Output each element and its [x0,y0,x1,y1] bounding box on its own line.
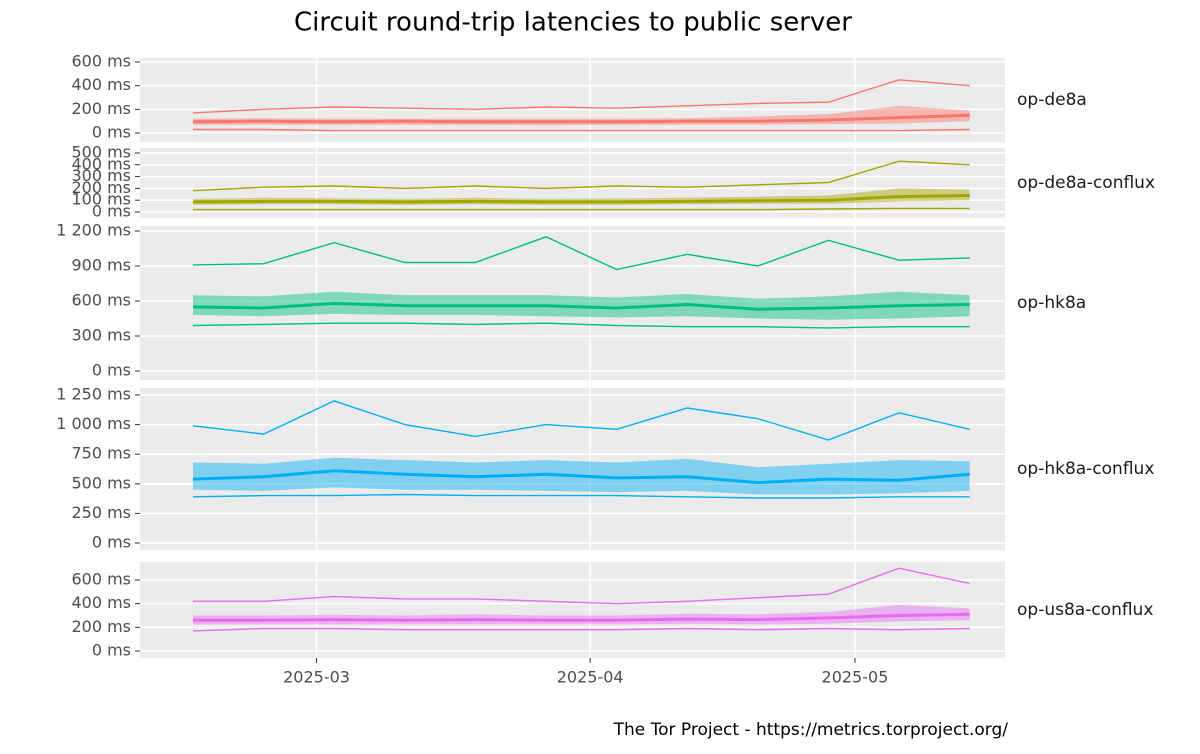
panel-label: op-hk8a [1017,293,1086,313]
high-line [192,160,970,192]
low-line [193,128,970,132]
y-tick-label: 200 ms [71,99,131,118]
chart-title: Circuit round-trip latencies to public s… [294,8,852,38]
median-line [192,194,970,204]
low-line [192,493,970,499]
y-tick-label: 1 000 ms [56,414,131,433]
y-tick-label: 1 250 ms [56,384,131,403]
high-line [192,400,970,441]
y-tick-label: 0 ms [92,201,131,220]
y-tick-label: 0 ms [92,533,131,552]
y-tick-label: 500 ms [71,142,131,161]
x-tick-label: 2025-03 [283,668,350,687]
panel-background [140,388,1005,550]
x-tick-label: 2025-04 [557,668,624,687]
panel-label: op-de8a [1017,90,1087,110]
median-line [192,469,970,485]
y-tick-label: 0 ms [92,123,131,142]
y-tick-label: 300 ms [71,326,131,345]
y-tick-label: 100 ms [71,190,131,209]
median-line [192,301,970,311]
median-line [193,612,970,622]
y-tick-label: 400 ms [71,593,131,612]
caption: The Tor Project - https://metrics.torpro… [613,720,1009,740]
panel-background [140,148,1005,218]
y-tick-label: 200 ms [71,617,131,636]
low-line [192,322,970,329]
y-tick-label: 600 ms [71,52,131,71]
y-tick-label: 400 ms [71,154,131,173]
panel-label: op-hk8a-conflux [1017,459,1154,479]
high-line [192,79,970,114]
y-tick-label: 0 ms [92,641,131,660]
low-line [192,627,970,632]
panel-label: op-us8a-conflux [1017,600,1153,620]
panel-background [140,226,1005,380]
panel-background [140,58,1005,142]
median-line [192,113,970,124]
y-tick-label: 600 ms [71,569,131,588]
y-tick-label: 1 200 ms [56,221,131,240]
panel-label: op-de8a-conflux [1017,173,1155,193]
y-tick-label: 400 ms [71,75,131,94]
low-line [193,207,970,211]
y-tick-label: 250 ms [71,503,131,522]
y-tick-label: 300 ms [71,166,131,185]
y-tick-label: 750 ms [71,444,131,463]
high-line [193,567,970,605]
y-tick-label: 600 ms [71,291,131,310]
panel-background [140,562,1005,658]
y-tick-label: 200 ms [71,178,131,197]
y-tick-label: 900 ms [71,256,131,275]
x-tick-label: 2025-05 [822,668,889,687]
y-tick-label: 0 ms [92,361,131,380]
y-tick-label: 500 ms [71,473,131,492]
high-line [192,236,970,271]
